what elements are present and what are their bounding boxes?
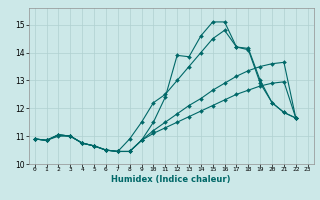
X-axis label: Humidex (Indice chaleur): Humidex (Indice chaleur) xyxy=(111,175,231,184)
